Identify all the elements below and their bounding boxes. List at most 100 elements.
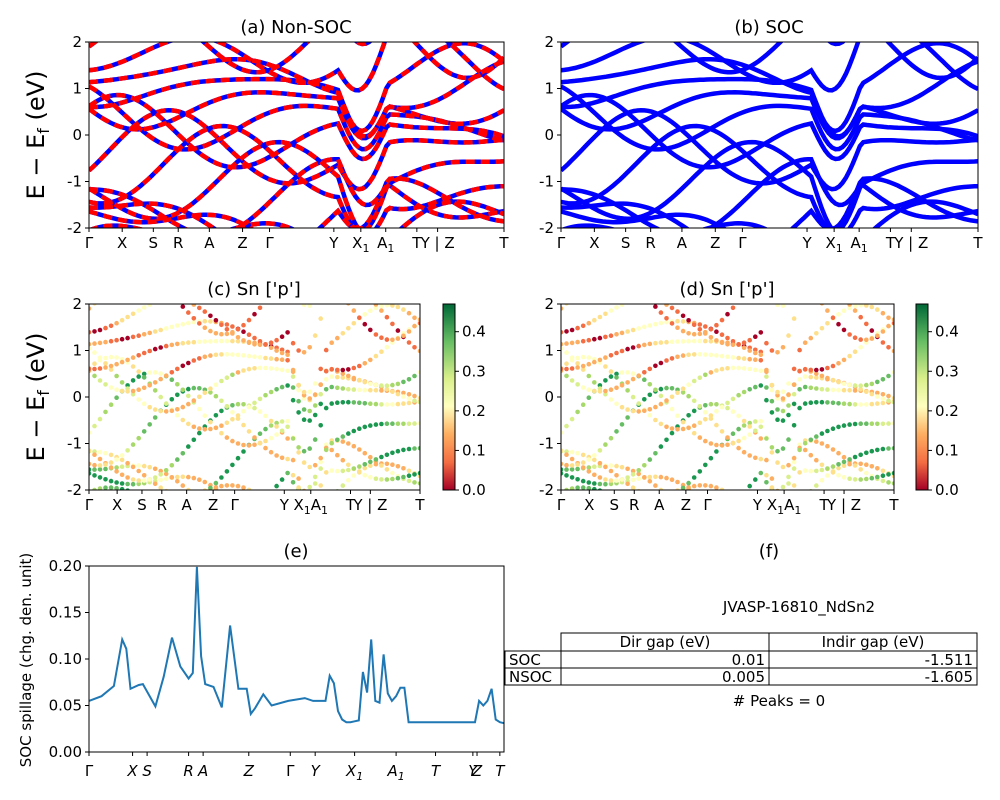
projection-point: [219, 491, 224, 496]
panel-a-title: (a) Non-SOC: [240, 17, 351, 38]
projection-point: [208, 485, 213, 490]
projection-point: [180, 483, 186, 488]
projection-point: [775, 389, 780, 395]
projection-point: [891, 348, 894, 354]
projection-point: [368, 401, 373, 407]
projection-point: [97, 327, 103, 333]
projection-point: [395, 336, 401, 341]
projection-point: [309, 489, 311, 490]
projection-point: [412, 315, 417, 321]
projection-point: [252, 342, 257, 347]
projection-point: [417, 317, 420, 322]
projection-point: [825, 473, 830, 478]
projection-point: [841, 459, 847, 465]
projection-point: [691, 338, 697, 344]
projection-point: [318, 391, 324, 397]
panel-b-xtick: Γ: [557, 234, 566, 252]
projection-point: [323, 368, 329, 374]
projection-point: [202, 413, 208, 419]
projection-point: [691, 322, 697, 328]
projection-point: [125, 357, 130, 363]
panel-a-xtick: X1: [352, 234, 369, 255]
projection-point: [125, 488, 130, 490]
projection-point: [395, 401, 401, 407]
projection-point: [252, 405, 257, 411]
projection-point: [758, 330, 764, 335]
panel-d-xtick: Γ: [557, 496, 566, 514]
projection-point: [346, 304, 351, 306]
projection-point: [675, 309, 680, 314]
projection-point: [401, 394, 406, 399]
projection-point: [614, 371, 619, 377]
projection-point: [373, 304, 379, 307]
projection-point: [252, 335, 257, 341]
projection-point: [230, 324, 235, 329]
projection-point: [268, 356, 274, 361]
panel-e-xtick: S: [142, 762, 152, 780]
projection-point: [130, 355, 136, 360]
projection-point: [647, 413, 653, 418]
spillage-series: [88, 566, 505, 725]
projection-point: [880, 468, 886, 474]
projection-point: [158, 468, 163, 474]
projection-point: [114, 355, 119, 360]
projection-point: [136, 463, 141, 468]
projection-point: [819, 462, 825, 468]
band-line: [89, 108, 504, 192]
projection-point: [340, 386, 346, 391]
projection-point: [686, 352, 691, 358]
projection-point: [569, 449, 575, 455]
projection-point: [290, 480, 296, 485]
projection-point: [252, 366, 257, 371]
projection-point: [686, 393, 691, 399]
projection-point: [561, 341, 564, 347]
projection-point: [564, 467, 569, 472]
projection-point: [625, 329, 630, 334]
projection-point: [664, 437, 669, 443]
projection-point: [886, 373, 891, 379]
projection-point: [603, 464, 608, 470]
projection-point: [219, 378, 224, 384]
panel-e-xtick: Γ: [286, 762, 295, 780]
projection-point: [819, 373, 825, 379]
projection-point: [224, 338, 230, 344]
band-line: [561, 42, 978, 81]
projection-point: [108, 478, 114, 484]
projection-point: [323, 442, 329, 448]
projection-point: [191, 475, 197, 481]
projection-point: [175, 392, 180, 398]
panel-e-ytick: 0.20: [49, 557, 82, 575]
projection-point: [186, 340, 191, 345]
projection-point: [719, 487, 725, 490]
projection-point: [830, 470, 836, 475]
projection-point: [692, 491, 697, 496]
projection-point: [875, 394, 880, 399]
projection-point: [186, 444, 191, 449]
projection-point: [219, 338, 224, 344]
projection-point: [241, 338, 246, 343]
projection-point: [841, 454, 847, 460]
projection-point: [103, 382, 108, 387]
panel-b-xtick: S: [621, 234, 631, 252]
projection-point: [597, 389, 603, 394]
projection-point: [180, 404, 186, 410]
projection-point: [852, 477, 858, 482]
projection-point: [301, 460, 307, 465]
projection-point: [775, 407, 780, 412]
projection-point: [224, 352, 230, 357]
projection-point: [886, 472, 891, 477]
projection-point: [858, 314, 863, 320]
panel-e-xtick: T: [495, 762, 506, 780]
projection-point: [569, 463, 575, 468]
projection-point: [241, 322, 246, 328]
projection-point: [814, 483, 819, 488]
projection-point: [891, 470, 894, 476]
projection-point: [92, 361, 97, 367]
projection-point: [691, 352, 697, 357]
projection-point: [647, 382, 653, 387]
projection-point: [175, 479, 180, 484]
projection-point: [136, 308, 141, 313]
projection-point: [764, 472, 769, 478]
projection-point: [318, 423, 324, 428]
projection-point: [703, 410, 708, 415]
